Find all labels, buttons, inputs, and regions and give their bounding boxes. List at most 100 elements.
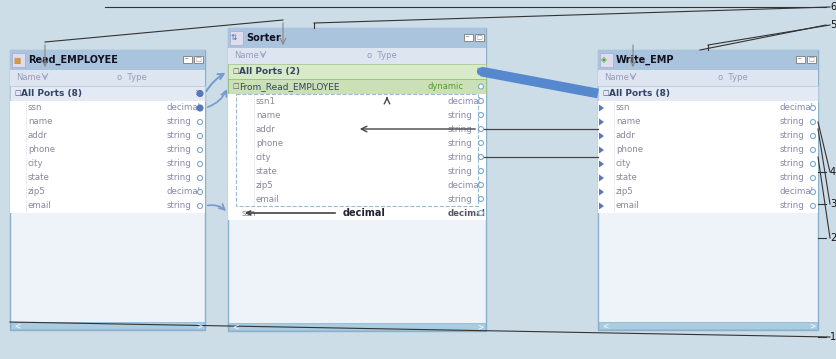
FancyBboxPatch shape	[227, 108, 486, 122]
FancyBboxPatch shape	[597, 50, 817, 70]
Text: string: string	[167, 201, 191, 210]
Text: dynamic: dynamic	[427, 82, 463, 91]
Text: addr: addr	[28, 131, 48, 140]
Text: All Ports (2): All Ports (2)	[239, 67, 299, 76]
Text: ─: ─	[184, 57, 187, 62]
Text: 4: 4	[829, 167, 835, 177]
Circle shape	[809, 176, 814, 181]
Text: string: string	[447, 153, 472, 162]
Text: ▦: ▦	[13, 56, 20, 65]
FancyBboxPatch shape	[227, 150, 486, 164]
Text: ⠿: ⠿	[476, 67, 482, 76]
Text: o  Type: o Type	[366, 51, 396, 61]
Circle shape	[478, 168, 483, 173]
Text: Read_EMPLOYEE: Read_EMPLOYEE	[28, 55, 118, 65]
FancyBboxPatch shape	[10, 115, 205, 129]
FancyBboxPatch shape	[475, 34, 483, 41]
FancyBboxPatch shape	[183, 56, 191, 63]
Text: string: string	[167, 159, 191, 168]
FancyBboxPatch shape	[227, 28, 486, 331]
Circle shape	[478, 154, 483, 159]
FancyBboxPatch shape	[10, 86, 205, 101]
Text: phone: phone	[615, 145, 642, 154]
FancyBboxPatch shape	[227, 192, 486, 206]
Circle shape	[196, 90, 203, 97]
Circle shape	[197, 204, 202, 209]
Text: ⠿: ⠿	[195, 89, 201, 98]
FancyBboxPatch shape	[10, 157, 205, 171]
Text: o  Type: o Type	[117, 74, 146, 83]
Circle shape	[478, 84, 483, 89]
Polygon shape	[599, 132, 604, 140]
Text: name: name	[256, 111, 280, 120]
FancyBboxPatch shape	[10, 50, 205, 330]
FancyBboxPatch shape	[12, 53, 25, 67]
Circle shape	[478, 140, 483, 145]
Circle shape	[197, 120, 202, 125]
FancyBboxPatch shape	[194, 56, 203, 63]
Polygon shape	[599, 202, 604, 210]
Text: string: string	[779, 117, 803, 126]
Circle shape	[809, 134, 814, 139]
Text: ssn1: ssn1	[256, 97, 276, 106]
Text: 1: 1	[829, 332, 835, 342]
Text: email: email	[28, 201, 52, 210]
Text: ssn: ssn	[242, 209, 256, 218]
Text: zip5: zip5	[615, 187, 633, 196]
Text: string: string	[779, 201, 803, 210]
Text: □: □	[601, 90, 608, 97]
Text: state: state	[256, 167, 278, 176]
Text: string: string	[447, 111, 472, 120]
Text: From_Read_EMPLOYEE: From_Read_EMPLOYEE	[239, 82, 339, 91]
Circle shape	[809, 162, 814, 167]
Text: email: email	[256, 195, 279, 204]
Circle shape	[809, 120, 814, 125]
Text: string: string	[447, 139, 472, 148]
FancyBboxPatch shape	[597, 199, 817, 213]
Text: string: string	[779, 145, 803, 154]
Circle shape	[197, 190, 202, 195]
Circle shape	[197, 176, 202, 181]
Text: string: string	[447, 195, 472, 204]
Text: string: string	[779, 173, 803, 182]
Text: city: city	[615, 159, 631, 168]
Text: Name: Name	[604, 74, 628, 83]
Circle shape	[477, 68, 484, 75]
Text: string: string	[779, 131, 803, 140]
Text: Name: Name	[16, 74, 41, 83]
Text: string: string	[779, 159, 803, 168]
Circle shape	[478, 196, 483, 201]
Polygon shape	[599, 104, 604, 112]
Text: >: >	[196, 321, 202, 330]
Text: □: □	[232, 84, 238, 89]
Text: <: <	[601, 321, 608, 330]
Text: decimal: decimal	[447, 181, 482, 190]
FancyBboxPatch shape	[597, 115, 817, 129]
FancyBboxPatch shape	[597, 143, 817, 157]
Polygon shape	[599, 160, 604, 168]
Text: 3: 3	[829, 199, 835, 209]
Circle shape	[809, 148, 814, 153]
Text: ─: ─	[796, 57, 799, 62]
Text: string: string	[167, 145, 191, 154]
Text: city: city	[28, 159, 43, 168]
FancyBboxPatch shape	[229, 323, 484, 330]
Circle shape	[478, 182, 483, 187]
FancyBboxPatch shape	[227, 48, 486, 64]
Text: Write_EMP: Write_EMP	[615, 55, 674, 65]
Polygon shape	[599, 188, 604, 196]
FancyBboxPatch shape	[10, 185, 205, 199]
Text: string: string	[167, 117, 191, 126]
FancyBboxPatch shape	[597, 185, 817, 199]
FancyBboxPatch shape	[227, 64, 486, 79]
Text: string: string	[167, 173, 191, 182]
Text: string: string	[447, 125, 472, 134]
FancyBboxPatch shape	[227, 136, 486, 150]
FancyBboxPatch shape	[795, 56, 804, 63]
Text: 2: 2	[829, 233, 835, 243]
Text: string: string	[167, 131, 191, 140]
Text: phone: phone	[28, 145, 55, 154]
FancyBboxPatch shape	[227, 206, 486, 220]
Polygon shape	[599, 118, 604, 126]
Text: state: state	[615, 173, 637, 182]
